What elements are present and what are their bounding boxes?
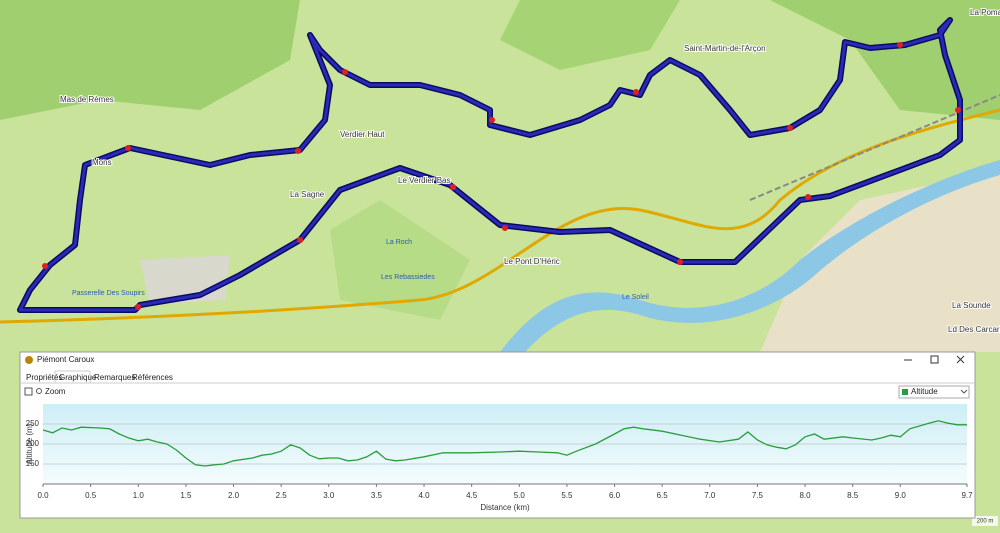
river	[500, 160, 1000, 352]
x-tick-label: 8.0	[799, 491, 811, 500]
route[interactable]	[18, 18, 962, 312]
x-tick-label: 4.5	[466, 491, 478, 500]
road	[0, 108, 1000, 324]
place-label: La Sounde	[952, 301, 991, 310]
zoom-icon	[36, 388, 42, 394]
legend-swatch	[902, 389, 908, 395]
zoom-checkbox[interactable]	[24, 387, 33, 396]
x-tick-label: 1.0	[133, 491, 145, 500]
tab[interactable]: Propriétés	[26, 373, 62, 382]
place-label: Passerelle Des Soupirs	[72, 290, 145, 297]
y-tick-label: 250	[26, 419, 40, 428]
x-tick-label: 5.0	[514, 491, 526, 500]
place-label: Verdier Haut	[340, 130, 385, 139]
x-tick-label: 9.0	[895, 491, 907, 500]
forest	[500, 0, 680, 70]
tab[interactable]: Références	[132, 373, 173, 382]
window-title: Piémont Caroux	[37, 355, 94, 364]
place-label: Le Verdier Bas	[398, 176, 450, 185]
place-label: Les Rebassiedes	[381, 274, 435, 281]
place-label: Ld Des Carcaries	[948, 325, 1000, 334]
x-tick-label: 1.5	[180, 491, 192, 500]
place-label: Le Pont D'Héric	[504, 257, 560, 266]
profile-window: Piémont Caroux Propriétés Graphique Rema…	[19, 351, 976, 519]
x-tick-label: 3.5	[371, 491, 383, 500]
tab[interactable]: Graphique	[59, 373, 97, 382]
close-button[interactable]	[956, 355, 965, 364]
x-tick-label: 9.7	[961, 491, 973, 500]
y-tick-label: 200	[26, 439, 40, 448]
x-tick-label: 7.0	[704, 491, 716, 500]
x-tick-label: 0.5	[85, 491, 97, 500]
x-axis-title: Distance (km)	[480, 503, 530, 512]
place-label: Saint-Martin-de-l'Arçon	[684, 44, 766, 53]
forest	[0, 0, 300, 120]
altitude-line	[42, 420, 967, 467]
field	[330, 200, 470, 320]
y-tick-label: 150	[26, 459, 40, 468]
dropdown-arrow	[960, 389, 968, 394]
place-label: La Sagne	[290, 190, 325, 199]
x-tick-label: 0.0	[37, 491, 49, 500]
tab[interactable]: Remarques	[94, 373, 135, 382]
x-tick-label: 6.0	[609, 491, 621, 500]
y-axis-title: Altitude (m)	[25, 423, 34, 464]
x-tick-label: 8.5	[847, 491, 859, 500]
x-tick-label: 2.0	[228, 491, 240, 500]
x-tick-label: 4.0	[418, 491, 430, 500]
window-icon	[25, 356, 33, 364]
route-arrows	[42, 42, 961, 310]
x-tick-label: 5.5	[561, 491, 573, 500]
place-label: Mons	[92, 158, 112, 167]
place-label: La Pomarède	[970, 8, 1000, 17]
place-label: Mas de Rèmes	[60, 95, 114, 104]
place-label: La Roch	[386, 239, 412, 246]
series-dropdown[interactable]	[898, 385, 970, 399]
x-tick-label: 7.5	[752, 491, 764, 500]
legend-label: Altitude	[911, 387, 938, 396]
zoom-label: Zoom	[45, 387, 66, 396]
active-tab	[54, 370, 91, 384]
scale-label: 200 m	[977, 519, 994, 525]
x-tick-label: 2.5	[276, 491, 288, 500]
scale-box	[972, 516, 998, 526]
maximize-button[interactable]	[930, 355, 939, 364]
hillside	[760, 170, 1000, 352]
x-tick-label: 3.0	[323, 491, 335, 500]
x-tick-label: 6.5	[657, 491, 669, 500]
place-label: Le Soleil	[622, 294, 649, 301]
